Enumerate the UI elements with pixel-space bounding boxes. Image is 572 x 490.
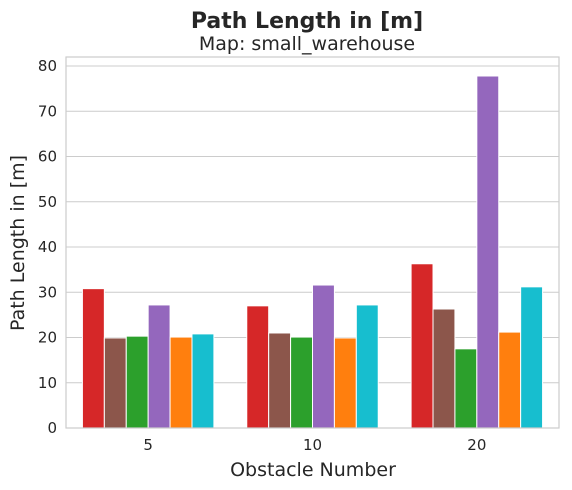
bar	[269, 333, 291, 428]
x-axis-label: Obstacle Number	[230, 459, 396, 481]
x-tick-label: 20	[467, 436, 486, 454]
bar	[291, 337, 313, 428]
bar	[170, 337, 192, 428]
bar	[334, 338, 356, 428]
y-tick-label: 60	[38, 148, 57, 166]
bars	[82, 76, 542, 428]
y-tick-label: 10	[38, 374, 57, 392]
bar	[148, 305, 170, 428]
bar	[192, 334, 214, 428]
bar	[247, 306, 269, 428]
y-tick-label: 80	[38, 57, 57, 75]
y-axis-ticks: 0 10 20 30 40 50 60 70 80	[38, 57, 57, 437]
bar	[455, 349, 477, 428]
y-tick-label: 40	[38, 238, 57, 256]
bar	[313, 285, 335, 428]
y-tick-label: 30	[38, 283, 57, 301]
y-tick-label: 70	[38, 102, 57, 120]
y-axis-label: Path Length in [m]	[7, 155, 29, 331]
bar	[356, 305, 378, 428]
bar	[82, 289, 104, 428]
chart-title: Path Length in [m]	[191, 9, 423, 34]
bar	[126, 336, 148, 428]
bar	[104, 338, 126, 428]
x-axis-ticks: 5 10 20	[143, 436, 486, 454]
bar	[477, 76, 499, 428]
y-tick-label: 0	[47, 419, 57, 437]
bar	[411, 264, 433, 428]
x-tick-label: 10	[303, 436, 322, 454]
y-tick-label: 50	[38, 193, 57, 211]
y-tick-label: 20	[38, 329, 57, 347]
chart-subtitle: Map: small_warehouse	[199, 33, 415, 55]
bar	[433, 309, 455, 428]
bar	[499, 332, 521, 428]
bar	[521, 287, 543, 428]
x-tick-label: 5	[143, 436, 153, 454]
